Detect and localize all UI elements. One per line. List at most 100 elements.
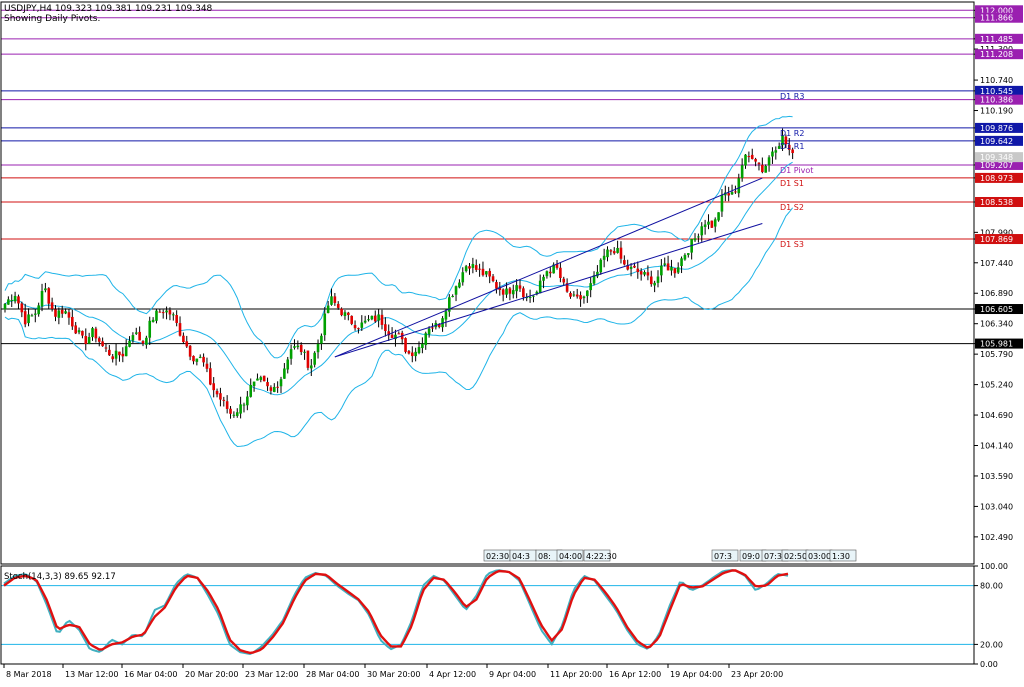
candle: [623, 255, 626, 266]
y-tick-label: 105.790: [980, 350, 1013, 359]
candle: [219, 387, 222, 407]
candle: [545, 270, 549, 279]
candle: [293, 339, 296, 350]
candle-body: [481, 268, 485, 276]
candle: [488, 268, 491, 284]
price-level-box: [975, 304, 1023, 315]
session-marker-label: 08:: [538, 552, 551, 561]
candle: [128, 336, 131, 348]
candle-body: [683, 254, 687, 260]
candle: [192, 355, 195, 365]
candle: [643, 270, 646, 277]
price-level-label: 105.981: [980, 340, 1013, 349]
candle-body: [94, 328, 98, 339]
candle-body: [730, 192, 734, 195]
candle-body: [427, 328, 431, 335]
candle: [535, 290, 539, 296]
candle: [286, 356, 290, 374]
session-marker-box: [829, 549, 857, 562]
candle-body: [565, 283, 569, 292]
candle-body: [188, 345, 192, 357]
candle: [697, 233, 700, 243]
candle-body: [414, 351, 417, 357]
price-level-box: [975, 12, 1023, 23]
candle: [562, 276, 566, 286]
candle-body: [104, 347, 108, 349]
session-marker-label: 09:0: [742, 552, 760, 561]
price-level-label: 110.545: [980, 87, 1013, 96]
candle-body: [3, 303, 7, 310]
candle: [168, 307, 172, 321]
candle: [676, 262, 680, 274]
candle: [777, 142, 781, 150]
candle: [629, 263, 633, 277]
candle-body: [97, 338, 101, 342]
candle-body: [279, 379, 283, 387]
candle: [791, 147, 794, 160]
candle: [50, 297, 54, 312]
y-tick-label: 110.190: [980, 107, 1013, 116]
candle: [74, 322, 77, 335]
candle: [77, 327, 81, 335]
candle: [138, 326, 141, 341]
candle: [784, 134, 788, 149]
current-price-box: [975, 152, 1023, 163]
candle-body: [397, 333, 401, 335]
candle-body: [155, 310, 158, 321]
candle-body: [77, 330, 81, 333]
trend-line[interactable]: [334, 223, 763, 358]
candle: [612, 247, 616, 255]
candle: [336, 301, 340, 310]
price-level-box: [975, 159, 1023, 170]
candle: [548, 266, 552, 278]
candle-body: [710, 220, 714, 228]
x-tick-label: 30 Mar 20:00: [367, 670, 420, 679]
candle: [565, 278, 569, 293]
candle-body: [269, 387, 273, 391]
candle: [427, 326, 431, 338]
candle-body: [50, 302, 54, 309]
candle-body: [407, 351, 411, 354]
candle: [532, 295, 535, 303]
candle-body: [464, 266, 468, 272]
candle: [104, 343, 108, 353]
candle: [370, 315, 374, 321]
stoch-y-label: 100.00: [980, 562, 1008, 571]
candle: [468, 263, 471, 275]
current-price-label: 109.348: [980, 153, 1013, 162]
candle-body: [229, 408, 232, 414]
candle-body: [582, 296, 586, 299]
candle: [575, 288, 579, 299]
candle: [141, 340, 145, 347]
price-level-box: [975, 94, 1023, 105]
candle-body: [205, 363, 209, 369]
candle-body: [707, 221, 710, 225]
candle: [511, 284, 515, 299]
candle-body: [175, 315, 178, 323]
candle-body: [347, 312, 350, 316]
candle: [663, 257, 667, 267]
candle: [316, 339, 320, 359]
candle: [596, 265, 599, 279]
candle-body: [602, 255, 606, 260]
candle: [195, 358, 199, 366]
candle: [737, 173, 741, 198]
price-level-box: [975, 49, 1023, 60]
candle: [3, 303, 7, 313]
candle-body: [478, 268, 481, 270]
candle: [13, 291, 17, 304]
candle-body: [165, 310, 168, 313]
candle-body: [431, 327, 434, 329]
candle: [54, 305, 57, 322]
candle: [185, 335, 189, 348]
trend-line[interactable]: [334, 177, 763, 358]
price-level-box: [975, 135, 1023, 146]
candle-body: [222, 399, 226, 401]
candle: [239, 396, 242, 419]
candle: [303, 349, 306, 360]
candle: [451, 294, 454, 298]
candle-body: [579, 295, 582, 300]
candle: [666, 255, 670, 271]
